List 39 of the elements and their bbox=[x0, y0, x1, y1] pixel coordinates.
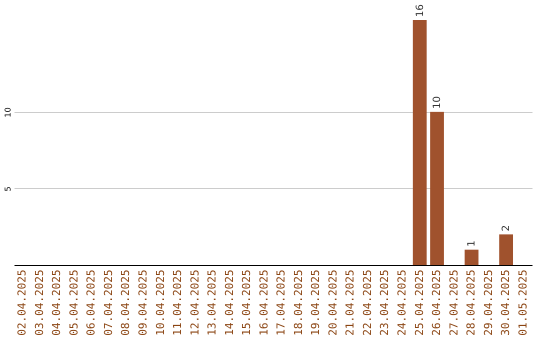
data-label: 10 bbox=[432, 96, 444, 109]
x-tick-label: 25.04.2025 bbox=[412, 270, 426, 336]
data-label: 1 bbox=[466, 240, 478, 247]
x-tick-label: 23.04.2025 bbox=[378, 270, 392, 336]
x-tick-label: 10.04.2025 bbox=[154, 270, 167, 336]
bar bbox=[464, 250, 478, 265]
x-tick-label: 01.05.2025 bbox=[516, 270, 530, 336]
bar bbox=[499, 234, 514, 265]
x-tick-label: 19.04.2025 bbox=[309, 270, 322, 336]
x-tick-label: 29.04.2025 bbox=[482, 270, 495, 336]
x-tick-label: 18.04.2025 bbox=[292, 270, 305, 336]
x-tick-label: 26.04.2025 bbox=[430, 270, 444, 336]
x-tick-label: 21.04.2025 bbox=[344, 270, 357, 336]
x-tick-label: 07.04.2025 bbox=[102, 270, 115, 336]
x-tick-label: 11.04.2025 bbox=[171, 270, 184, 336]
x-tick-label: 15.04.2025 bbox=[240, 270, 254, 336]
x-tick-label: 05.04.2025 bbox=[67, 270, 80, 336]
x-tick-label: 12.04.2025 bbox=[188, 270, 202, 336]
x-tick-label: 04.04.2025 bbox=[50, 270, 64, 336]
bar bbox=[430, 112, 444, 265]
x-tick-label: 20.04.2025 bbox=[326, 270, 340, 336]
x-tick-label: 22.04.2025 bbox=[360, 270, 374, 336]
x-tick-label: 14.04.2025 bbox=[222, 270, 236, 336]
x-tick-label: 27.04.2025 bbox=[447, 270, 460, 336]
x-tick-label: 08.04.2025 bbox=[119, 270, 132, 336]
x-tick-label: 30.04.2025 bbox=[499, 270, 512, 336]
x-tick-label: 17.04.2025 bbox=[274, 270, 288, 336]
x-tick-label: 24.04.2025 bbox=[396, 270, 408, 336]
x-tick-label: 28.04.2025 bbox=[464, 270, 478, 336]
x-tick-label: 02.04.2025 bbox=[16, 270, 29, 336]
x-tick-label: 16.04.2025 bbox=[257, 270, 270, 336]
x-tick-label: 03.04.2025 bbox=[32, 270, 46, 336]
data-label: 16 bbox=[414, 4, 426, 17]
data-label: 2 bbox=[501, 225, 512, 232]
x-tick-label: 09.04.2025 bbox=[136, 270, 150, 336]
x-tick-label: 13.04.2025 bbox=[206, 270, 219, 336]
x-tick-label: 06.04.2025 bbox=[84, 270, 98, 336]
bar bbox=[412, 20, 427, 265]
y-tick-label: 5 bbox=[4, 186, 12, 192]
